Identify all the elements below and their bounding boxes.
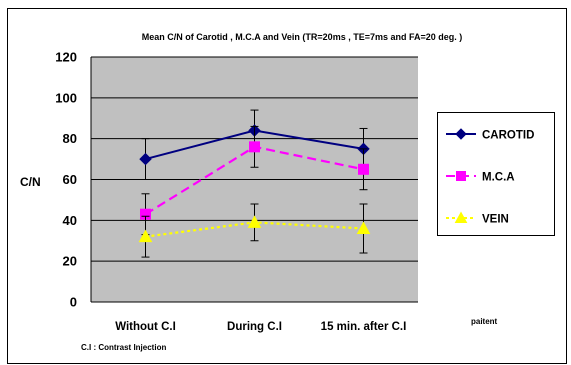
series-layer	[138, 109, 371, 258]
footnote: C.I : Contrast Injection	[81, 343, 166, 352]
x-tick-label: 15 min. after C.I	[321, 321, 407, 333]
y-tick-label: 0	[70, 295, 77, 310]
x-tick-label: Without C.I	[115, 321, 176, 333]
y-tick-label: 100	[55, 90, 77, 105]
triangle-marker	[356, 221, 371, 234]
legend: CAROTID M.C.A VEIN	[437, 112, 555, 236]
x-axis-label: paitent	[471, 317, 498, 326]
triangle-marker	[138, 229, 153, 243]
y-tick-label: 20	[63, 254, 77, 269]
chart-border	[7, 8, 567, 364]
diamond-marker	[139, 152, 152, 166]
legend-label: CAROTID	[482, 130, 534, 142]
legend-label: VEIN	[482, 214, 509, 226]
y-tick-label: 80	[63, 131, 77, 146]
square-marker	[456, 171, 466, 181]
triangle-marker	[454, 211, 468, 223]
x-axis-tick-labels: Without C.I During C.I 15 min. after C.I	[115, 321, 406, 333]
y-axis-tick-labels: 0 20 40 60 80 100 120	[55, 50, 77, 310]
y-tick-label: 120	[55, 50, 77, 65]
diamond-marker	[455, 128, 467, 140]
y-tick-label: 40	[63, 213, 77, 228]
y-tick-label: 60	[63, 172, 77, 187]
square-marker	[358, 163, 369, 175]
x-tick-label: During C.I	[227, 321, 282, 333]
series-vein	[138, 203, 371, 258]
legend-label: M.C.A	[482, 172, 515, 184]
triangle-marker	[247, 215, 262, 228]
square-marker	[249, 141, 260, 153]
y-axis-label: C/N	[20, 175, 41, 189]
chart-title: Mean C/N of Carotid , M.C.A and Vein (TR…	[142, 32, 462, 42]
